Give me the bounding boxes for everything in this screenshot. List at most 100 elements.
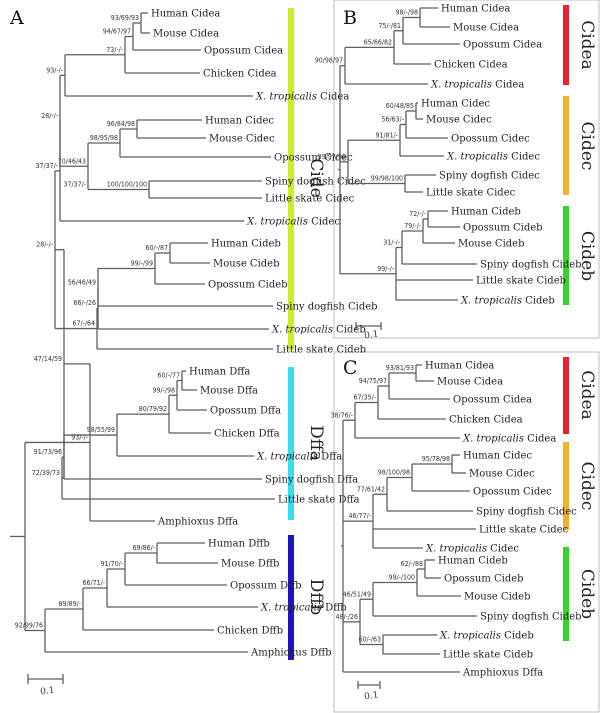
- panel-b-frame: [333, 0, 600, 339]
- panel-c-label: C: [343, 357, 358, 379]
- taxon-label-x-tropicalis-cidec: X. tropicalis Cidec: [246, 217, 340, 228]
- scale-label-b: 0.1: [364, 329, 380, 341]
- support-label: 48/-/26: [335, 613, 358, 621]
- taxon-label-mouse-cidea: Mouse Cidea: [453, 23, 519, 34]
- taxon-label-chicken-cidea: Chicken Cidea: [449, 415, 523, 426]
- panel-b-label: B: [343, 7, 357, 29]
- taxon-label-mouse-cidec: Mouse Cidec: [469, 469, 535, 480]
- scale-label-a: 0.1: [40, 686, 56, 698]
- group-label-c-cidec: Cidec: [577, 462, 597, 511]
- panel-a-label: A: [9, 7, 24, 29]
- support-label: 98/-/98: [395, 9, 418, 17]
- taxon-label-human-dffa: Human Dffa: [189, 367, 250, 378]
- taxon-label-opossum-cidec: Opossum Cidec: [451, 134, 530, 145]
- taxon-label-x-tropicalis-cideb: X. tropicalis Cideb: [460, 296, 555, 307]
- taxon-label-mouse-cidec: Mouse Cidec: [209, 134, 275, 145]
- taxon-label-spiny-dogfish-cideb: Spiny dogfish Cideb: [480, 612, 582, 623]
- taxon-label-little-skate-cidec: Little skate Cidec: [426, 188, 516, 199]
- taxon-label-chicken-dffb: Chicken Dffb: [217, 626, 283, 637]
- group-label-a-dffa: Dffa: [306, 425, 326, 461]
- taxon-label-human-cideb: Human Cideb: [438, 556, 508, 567]
- support-label: 62/-/88: [400, 560, 423, 568]
- taxon-label-opossum-cidec: Opossum Cidec: [473, 487, 552, 498]
- support-label: 99/97/99: [318, 153, 346, 161]
- support-label: 91/81/-: [375, 131, 398, 139]
- support-label: 99/-/99: [130, 260, 153, 268]
- taxon-label-human-dffb: Human Dffb: [208, 539, 270, 550]
- support-label: 91/73/96: [34, 448, 62, 456]
- support-label: 56/63/-: [381, 116, 404, 124]
- support-label: 79/-/-: [404, 222, 421, 230]
- support-label: 98/100/98: [378, 469, 410, 477]
- taxon-label-opossum-cidea: Opossum Cidea: [463, 40, 542, 51]
- support-label: 93/81/93: [386, 364, 414, 372]
- taxon-label-human-cidec: Human Cidec: [421, 99, 490, 110]
- taxon-label-mouse-dffb: Mouse Dffb: [221, 559, 279, 570]
- taxon-label-x-tropicalis-cideb: X. tropicalis Cideb: [439, 631, 534, 642]
- taxon-label-x-tropicalis-cidea: X. tropicalis Cidea: [430, 80, 524, 91]
- taxon-label-spiny-dogfish-cideb: Spiny dogfish Cideb: [276, 302, 378, 313]
- taxon-label-opossum-cidea: Opossum Cidea: [204, 46, 283, 57]
- support-label: 72/39/73: [32, 469, 60, 477]
- taxon-label-opossum-cideb: Opossum Cideb: [463, 223, 543, 234]
- support-label: 65/66/82: [364, 38, 392, 46]
- taxon-label-chicken-dffa: Chicken Dffa: [214, 429, 280, 440]
- support-label: 69/86/-: [132, 544, 155, 552]
- group-label-c-cidea: Cidea: [577, 370, 597, 420]
- support-label: 94/75/97: [359, 377, 387, 385]
- support-label: 46/51/49: [343, 590, 371, 598]
- taxon-label-spiny-dogfish-cidec: Spiny dogfish Cidec: [476, 507, 577, 518]
- taxon-label-opossum-cidec: Opossum Cidec: [274, 153, 353, 164]
- support-label: 70/46/43: [58, 157, 86, 165]
- support-label: 47/14/59: [34, 355, 62, 363]
- support-label: 60/-/63: [358, 636, 381, 644]
- taxon-label-mouse-cideb: Mouse Cideb: [458, 239, 525, 250]
- tree-panel-a: Human Cidea Mouse Cidea 93/69/93 Opossum Ci…: [10, 9, 378, 659]
- taxon-label-spiny-dogfish-dffa: Spiny dogfish Dffa: [265, 475, 358, 486]
- group-label-b-cidea: Cidea: [577, 20, 597, 70]
- taxon-label-little-skate-dffa: Little skate Dffa: [278, 495, 360, 506]
- taxon-label-x-tropicalis-dffa: X. tropicalis Dffa: [256, 452, 342, 463]
- support-label: 100/100/100: [107, 181, 147, 189]
- support-label: 60/-/87: [145, 244, 168, 252]
- support-label: 67/35/-: [353, 394, 376, 402]
- support-label: 56/46/49: [68, 278, 96, 286]
- support-label: 93/69/93: [111, 14, 139, 22]
- taxon-label-x-tropicalis-cidea: X. tropicalis Cidea: [462, 434, 556, 445]
- taxon-label-human-cidec: Human Cidec: [205, 116, 274, 127]
- taxon-label-opossum-cidea: Opossum Cidea: [453, 395, 532, 406]
- taxon-label-human-cideb: Human Cideb: [451, 207, 521, 218]
- taxon-label-little-skate-cidec: Little skate Cidec: [479, 525, 569, 536]
- support-label: 93/-/-: [71, 433, 88, 441]
- taxon-label-spiny-dogfish-cidec: Spiny dogfish Cidec: [439, 171, 540, 182]
- support-label: 77/61/42: [357, 485, 385, 493]
- support-label: 38/76/-: [330, 411, 353, 419]
- taxon-label-x-tropicalis-cideb: X. tropicalis Cideb: [271, 325, 366, 336]
- support-label: 73/-/-: [106, 46, 123, 54]
- support-label: 99/98/100: [371, 175, 403, 183]
- taxon-label-chicken-cidea: Chicken Cidea: [434, 60, 508, 71]
- taxon-label-human-cidea: Human Cidea: [441, 4, 510, 15]
- support-label: 94/67/97: [103, 28, 131, 36]
- support-label: 98/55/99: [87, 426, 115, 434]
- support-label: 99/-/98: [152, 386, 175, 394]
- taxon-label-mouse-cidea: Mouse Cidea: [153, 29, 219, 40]
- taxon-label-mouse-cideb: Mouse Cideb: [464, 592, 531, 603]
- taxon-label-human-cidea: Human Cidea: [425, 361, 494, 372]
- taxon-label-little-skate-cideb: Little skate Cideb: [476, 276, 566, 287]
- support-label: 60/48/85: [386, 102, 414, 110]
- taxon-label-amphioxus-dffa: Amphioxus Dffa: [157, 517, 238, 528]
- taxon-label-little-skate-cideb: Little skate Cideb: [276, 345, 366, 356]
- taxon-label-mouse-dffa: Mouse Dffa: [200, 386, 258, 397]
- support-label: 96/84/98: [107, 120, 135, 128]
- support-label: 31/-/-: [383, 239, 400, 247]
- taxon-label-x-tropicalis-cidec: X. tropicalis Cidec: [425, 544, 519, 555]
- group-label-b-cideb: Cideb: [577, 231, 597, 281]
- group-label-b-cidec: Cidec: [577, 122, 597, 171]
- taxon-label-amphioxus-dffb: Amphioxus Dffb: [250, 648, 332, 659]
- support-label: 75/-/81: [378, 22, 401, 30]
- panel-c-frame: [333, 351, 600, 713]
- taxon-label-opossum-cideb: Opossum Cideb: [208, 280, 288, 291]
- scale-bar-b: 0.1: [355, 322, 382, 341]
